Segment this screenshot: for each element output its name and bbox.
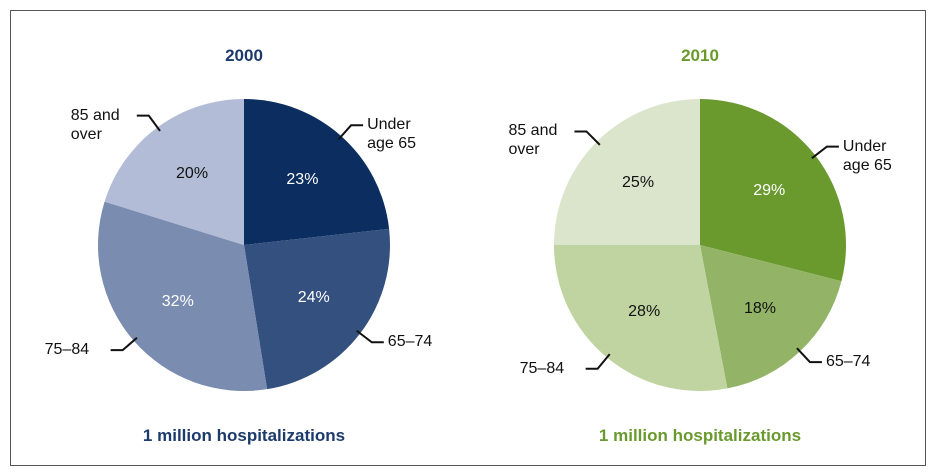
- category-label: 75–84: [519, 359, 565, 377]
- leader-line: [574, 130, 601, 146]
- category-label: 85 and over: [508, 122, 558, 159]
- data-label: 20%: [176, 165, 209, 183]
- pie-slice: [244, 228, 390, 390]
- leader-line: [337, 124, 364, 141]
- footnote: 1 million hospitalizations: [598, 426, 802, 445]
- data-label: 29%: [753, 182, 786, 200]
- data-label: 25%: [622, 174, 655, 192]
- pie-slice: [554, 99, 700, 245]
- footnote: 1 million hospitalizations: [142, 426, 346, 445]
- pie-slice: [700, 99, 846, 282]
- data-label: 32%: [161, 293, 194, 311]
- category-label: Under age 65: [367, 116, 417, 153]
- pie-slice: [244, 99, 390, 245]
- pie-slice: [554, 245, 728, 391]
- leader-line: [110, 336, 138, 352]
- leader-line: [796, 347, 822, 364]
- data-label: 18%: [743, 299, 776, 317]
- category-label: Under age 65: [842, 137, 892, 174]
- pie-slice: [700, 245, 842, 389]
- leader-line: [356, 329, 384, 344]
- data-label: 24%: [297, 289, 330, 307]
- pie-slice: [104, 98, 244, 245]
- leader-line: [585, 353, 611, 370]
- category-label: 85 and over: [70, 106, 120, 143]
- data-label: 23%: [286, 170, 319, 188]
- chart-title: 2010: [681, 46, 719, 65]
- category-label: 65–74: [387, 333, 433, 351]
- pie-slice: [98, 201, 268, 392]
- leader-line: [811, 145, 839, 159]
- frame: [10, 10, 926, 466]
- data-label: 28%: [628, 303, 661, 321]
- category-label: 75–84: [44, 341, 90, 359]
- category-label: 65–74: [825, 353, 871, 371]
- leader-line: [136, 114, 161, 132]
- chart-title: 2000: [225, 46, 263, 65]
